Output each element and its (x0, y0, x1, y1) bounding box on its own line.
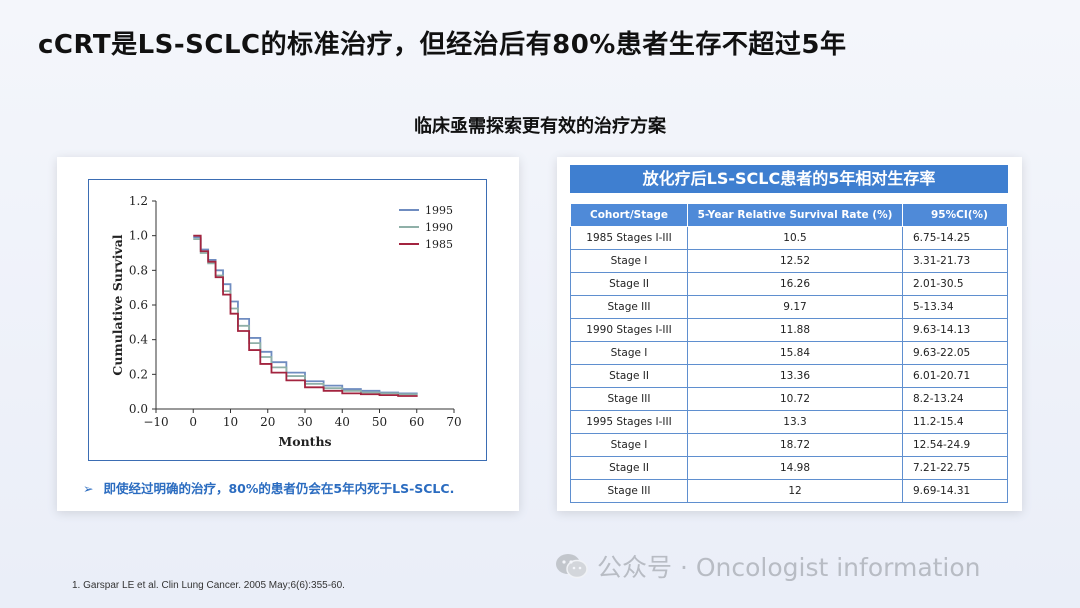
cell-cohort: Stage II (570, 456, 688, 480)
column-header-ci: 95%CI(%) (902, 203, 1008, 227)
x-tick-label: −10 (143, 415, 168, 429)
cell-ci: 7.21-22.75 (902, 456, 1008, 480)
table-row: Stage II 13.36 6.01-20.71 (570, 364, 1008, 388)
wechat-icon (555, 552, 589, 586)
cell-ci: 12.54-24.9 (902, 433, 1008, 457)
table-row: 1990 Stages I-III 11.88 9.63-14.13 (570, 318, 1008, 342)
legend-label-1995: 1995 (425, 204, 453, 217)
x-tick-label: 0 (189, 415, 197, 429)
y-tick-label: 0.0 (129, 402, 148, 416)
y-tick-label: 0.4 (129, 333, 148, 347)
survival-table-card: 放化疗后LS-SCLC患者的5年相对生存率 Cohort/Stage 5-Yea… (557, 157, 1022, 511)
x-axis-label: Months (278, 434, 331, 449)
cell-cohort: 1985 Stages I-III (570, 226, 688, 250)
cell-cohort: Stage I (570, 249, 688, 273)
survival-table: Cohort/Stage 5-Year Relative Survival Ra… (570, 203, 1008, 503)
cell-cohort: Stage II (570, 364, 688, 388)
table-row: 1985 Stages I-III 10.5 6.75-14.25 (570, 226, 1008, 250)
x-tick-label: 30 (297, 415, 312, 429)
cell-rate: 9.17 (687, 295, 903, 319)
column-header-cohort: Cohort/Stage (570, 203, 688, 227)
cell-ci: 6.75-14.25 (902, 226, 1008, 250)
cell-ci: 3.31-21.73 (902, 249, 1008, 273)
y-tick-label: 0.6 (129, 298, 148, 312)
cell-rate: 12 (687, 479, 903, 503)
slide-title: cCRT是LS-SCLC的标准治疗，但经治后有80%患者生存不超过5年 (38, 30, 847, 60)
cell-ci: 11.2-15.4 (902, 410, 1008, 434)
cell-rate: 18.72 (687, 433, 903, 457)
y-tick-label: 0.8 (129, 263, 148, 277)
table-row: Stage I 12.52 3.31-21.73 (570, 249, 1008, 273)
cell-cohort: Stage III (570, 295, 688, 319)
table-row: Stage II 14.98 7.21-22.75 (570, 456, 1008, 480)
x-tick-label: 50 (372, 415, 387, 429)
y-tick-label: 1.2 (129, 194, 148, 208)
x-tick-label: 20 (260, 415, 275, 429)
cell-cohort: Stage I (570, 433, 688, 457)
cell-ci: 5-13.34 (902, 295, 1008, 319)
x-tick-label: 70 (446, 415, 461, 429)
table-row: Stage III 9.17 5-13.34 (570, 295, 1008, 319)
survival-chart-card: −10 0 10 20 30 40 50 60 70 0.0 0.2 0.4 0.6 0.8 1.0 1.2 M… (57, 157, 519, 511)
y-axis-label: Cumulative Survival (110, 234, 125, 375)
reference-citation: 1. Garspar LE et al. Clin Lung Cancer. 2… (72, 580, 345, 591)
cell-cohort: Stage III (570, 479, 688, 503)
cell-rate: 11.88 (687, 318, 903, 342)
cell-rate: 13.36 (687, 364, 903, 388)
slide-subtitle: 临床亟需探索更有效的治疗方案 (414, 116, 666, 137)
cell-ci: 9.63-14.13 (902, 318, 1008, 342)
cell-rate: 12.52 (687, 249, 903, 273)
cell-rate: 13.3 (687, 410, 903, 434)
cell-ci: 8.2-13.24 (902, 387, 1008, 411)
column-header-rate: 5-Year Relative Survival Rate (%) (687, 203, 903, 227)
cell-cohort: Stage I (570, 341, 688, 365)
cell-cohort: 1990 Stages I-III (570, 318, 688, 342)
survival-chart: −10 0 10 20 30 40 50 60 70 0.0 0.2 0.4 0.6 0.8 1.0 1.2 M… (110, 194, 462, 449)
conclusion-text: 即使经过明确的治疗，80%的患者仍会在5年内死于LS-SCLC. (103, 481, 455, 496)
series-line-1995 (193, 236, 418, 395)
watermark: 公众号 · Oncologist information (555, 548, 981, 586)
table-header-row: Cohort/Stage 5-Year Relative Survival Ra… (570, 203, 1008, 227)
cell-rate: 15.84 (687, 341, 903, 365)
cell-cohort: Stage III (570, 387, 688, 411)
survival-chart-frame: −10 0 10 20 30 40 50 60 70 0.0 0.2 0.4 0.6 0.8 1.0 1.2 M… (88, 179, 487, 461)
cell-cohort: 1995 Stages I-III (570, 410, 688, 434)
table-row: Stage III 10.72 8.2-13.24 (570, 387, 1008, 411)
x-tick-label: 40 (335, 415, 350, 429)
series-line-1985 (193, 234, 418, 397)
cell-rate: 16.26 (687, 272, 903, 296)
y-tick-label: 0.2 (129, 367, 148, 381)
cell-cohort: Stage II (570, 272, 688, 296)
cell-ci: 6.01-20.71 (902, 364, 1008, 388)
watermark-text: 公众号 · Oncologist information (597, 553, 981, 582)
cell-rate: 10.5 (687, 226, 903, 250)
y-tick-label: 1.0 (129, 229, 148, 243)
table-row: 1995 Stages I-III 13.3 11.2-15.4 (570, 410, 1008, 434)
cell-rate: 10.72 (687, 387, 903, 411)
cell-ci: 2.01-30.5 (902, 272, 1008, 296)
table-row: Stage I 15.84 9.63-22.05 (570, 341, 1008, 365)
cell-rate: 14.98 (687, 456, 903, 480)
table-row: Stage III 12 9.69-14.31 (570, 479, 1008, 503)
table-title: 放化疗后LS-SCLC患者的5年相对生存率 (570, 165, 1008, 193)
legend-label-1985: 1985 (425, 238, 453, 251)
cell-ci: 9.69-14.31 (902, 479, 1008, 503)
table-row: Stage II 16.26 2.01-30.5 (570, 272, 1008, 296)
x-tick-label: 60 (409, 415, 424, 429)
cell-ci: 9.63-22.05 (902, 341, 1008, 365)
conclusion-note: ➢ 即使经过明确的治疗，80%的患者仍会在5年内死于LS-SCLC. (83, 478, 454, 497)
legend-label-1990: 1990 (425, 221, 453, 234)
table-row: Stage I 18.72 12.54-24.9 (570, 433, 1008, 457)
x-tick-label: 10 (223, 415, 238, 429)
arrow-bullet-icon: ➢ (83, 481, 94, 496)
